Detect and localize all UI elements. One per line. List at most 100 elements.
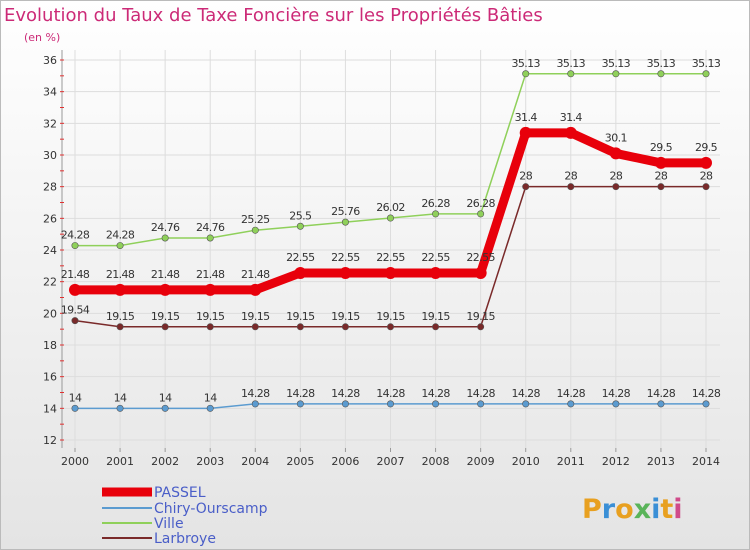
data-point[interactable] bbox=[296, 400, 304, 408]
data-point[interactable] bbox=[339, 266, 352, 279]
data-label: 14.28 bbox=[647, 387, 676, 400]
data-point[interactable] bbox=[296, 323, 304, 331]
data-point[interactable] bbox=[114, 283, 127, 296]
legend-label[interactable]: Ville bbox=[154, 516, 184, 532]
data-point[interactable] bbox=[612, 70, 620, 78]
data-point[interactable] bbox=[161, 404, 169, 412]
data-point[interactable] bbox=[657, 400, 665, 408]
data-point[interactable] bbox=[71, 242, 79, 250]
x-tick-label: 2010 bbox=[512, 455, 540, 468]
legend-label[interactable]: Chiry-Ourscamp bbox=[154, 501, 268, 517]
data-label: 19.15 bbox=[466, 310, 495, 323]
data-point[interactable] bbox=[702, 400, 710, 408]
data-point[interactable] bbox=[251, 400, 259, 408]
x-tick-label: 2002 bbox=[151, 455, 179, 468]
data-point[interactable] bbox=[612, 183, 620, 191]
data-point[interactable] bbox=[204, 283, 217, 296]
data-point[interactable] bbox=[296, 222, 304, 230]
data-point[interactable] bbox=[116, 323, 124, 331]
data-point[interactable] bbox=[702, 70, 710, 78]
data-label: 14.28 bbox=[376, 387, 405, 400]
data-point[interactable] bbox=[206, 323, 214, 331]
data-point[interactable] bbox=[206, 234, 214, 242]
x-tick-label: 2014 bbox=[692, 455, 720, 468]
data-point[interactable] bbox=[522, 400, 530, 408]
data-point[interactable] bbox=[567, 70, 575, 78]
data-point[interactable] bbox=[386, 323, 394, 331]
data-label: 26.28 bbox=[466, 197, 495, 210]
data-label: 35.13 bbox=[647, 57, 676, 70]
legend-label[interactable]: Larbroye bbox=[154, 531, 216, 547]
logo-letter: t bbox=[660, 494, 673, 525]
data-label: 24.76 bbox=[196, 221, 225, 234]
x-tick-label: 2009 bbox=[467, 455, 495, 468]
legend-label[interactable]: PASSEL bbox=[154, 485, 206, 501]
data-point[interactable] bbox=[700, 156, 712, 169]
data-point[interactable] bbox=[206, 404, 214, 412]
data-point[interactable] bbox=[432, 400, 440, 408]
data-point[interactable] bbox=[612, 400, 620, 408]
data-point[interactable] bbox=[477, 400, 485, 408]
data-label: 25.76 bbox=[331, 205, 360, 218]
data-point[interactable] bbox=[386, 400, 394, 408]
data-point[interactable] bbox=[567, 400, 575, 408]
y-tick-label: 22 bbox=[43, 276, 57, 289]
data-point[interactable] bbox=[161, 323, 169, 331]
logo-letter: P bbox=[582, 494, 602, 525]
data-point[interactable] bbox=[386, 214, 394, 222]
data-point[interactable] bbox=[474, 266, 487, 279]
data-label: 19.15 bbox=[196, 310, 225, 323]
data-label: 28 bbox=[564, 170, 577, 183]
logo-text: Proxiti bbox=[582, 494, 683, 525]
data-label: 25.5 bbox=[289, 209, 312, 222]
data-point[interactable] bbox=[657, 70, 665, 78]
y-tick-label: 32 bbox=[43, 117, 57, 130]
data-point[interactable] bbox=[522, 183, 530, 191]
logo-letter: x bbox=[634, 494, 651, 525]
y-tick-label: 36 bbox=[43, 54, 57, 67]
data-point[interactable] bbox=[657, 183, 665, 191]
data-label: 19.15 bbox=[151, 310, 180, 323]
data-point[interactable] bbox=[116, 404, 124, 412]
data-point[interactable] bbox=[564, 126, 577, 139]
data-point[interactable] bbox=[341, 400, 349, 408]
data-point[interactable] bbox=[477, 210, 485, 218]
data-point[interactable] bbox=[161, 234, 169, 242]
data-label: 22.55 bbox=[376, 251, 405, 264]
data-point[interactable] bbox=[116, 242, 124, 250]
data-point[interactable] bbox=[341, 218, 349, 226]
data-label: 19.15 bbox=[106, 310, 135, 323]
data-point[interactable] bbox=[71, 317, 79, 325]
data-point[interactable] bbox=[519, 126, 532, 139]
data-point[interactable] bbox=[251, 226, 259, 234]
series-layer bbox=[69, 70, 712, 412]
data-point[interactable] bbox=[249, 283, 262, 296]
logo-letter: r bbox=[602, 494, 616, 525]
data-label: 14 bbox=[159, 391, 172, 404]
data-point[interactable] bbox=[69, 283, 81, 296]
x-tick-label: 2013 bbox=[647, 455, 675, 468]
data-point[interactable] bbox=[567, 183, 575, 191]
data-label: 30.1 bbox=[605, 131, 627, 144]
data-point[interactable] bbox=[384, 266, 397, 279]
data-label: 14.28 bbox=[286, 387, 315, 400]
data-point[interactable] bbox=[432, 323, 440, 331]
data-point[interactable] bbox=[71, 404, 79, 412]
data-label: 26.02 bbox=[376, 201, 405, 214]
data-point[interactable] bbox=[702, 183, 710, 191]
x-tick-label: 2005 bbox=[286, 455, 314, 468]
data-point[interactable] bbox=[522, 70, 530, 78]
data-point[interactable] bbox=[654, 156, 667, 169]
data-point[interactable] bbox=[432, 210, 440, 218]
data-point[interactable] bbox=[251, 323, 259, 331]
data-point[interactable] bbox=[429, 266, 442, 279]
data-point[interactable] bbox=[477, 323, 485, 331]
data-point[interactable] bbox=[341, 323, 349, 331]
data-point[interactable] bbox=[609, 147, 622, 160]
data-label: 25.25 bbox=[241, 213, 270, 226]
data-label: 14 bbox=[69, 391, 82, 404]
data-point[interactable] bbox=[294, 266, 307, 279]
data-point[interactable] bbox=[159, 283, 172, 296]
